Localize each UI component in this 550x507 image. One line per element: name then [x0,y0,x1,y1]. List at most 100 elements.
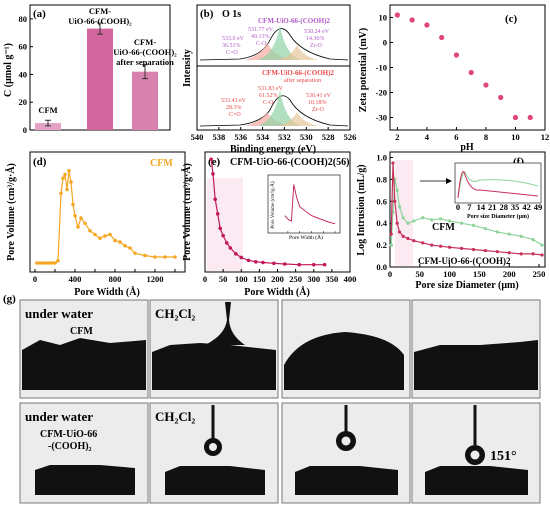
panel-a-tag: (a) [33,8,46,20]
panel-e-point [209,157,213,162]
panel-f-ytick-label: 0.6 [376,196,387,206]
panel-d-point [103,234,107,238]
panel-f-point [495,230,499,234]
panel-f-point [421,241,425,245]
panel-b-lower-legend: CFM-UiO-66-(COOH)2 [262,69,334,77]
panel-a-ytick-label: 60 [19,42,28,52]
g-row1-sponge1 [22,338,146,390]
panel-d-point [133,251,137,256]
panel-a-label-cfm-uio-1: CFM- [89,6,111,16]
panel-f-inset-tick-label: 0 [456,202,460,212]
panel-d-point [56,258,60,263]
panel-c-ylabel: Zeta potential (mV) [358,28,369,112]
panel-a: (a) 0 20 40 60 80 C (μmol g⁻¹) CFM CFM- UiO-… [3,4,177,135]
panel-f-legend-uio: CFM-UiO-66-(COOH)2 [418,256,511,266]
panel-b-upper-p3-label: Zr-O [310,43,323,49]
panel-f-inset-tick-label: 42 [522,202,531,212]
panel-f: (f) Log Intrusion (mL/g) Pore size Diame… [356,151,546,291]
panel-d-point [153,255,157,259]
panel-b-lower-peak-zro [278,112,318,126]
panel-b-lower-peak-co [258,90,300,126]
panel-d-point [173,255,177,259]
panel-b-title: O 1s [222,9,241,20]
panel-e-inset-xlabel: Pore Width (Å) [289,233,323,241]
panel-d-tag: (d) [33,156,47,168]
panel-f-xtick-label: 100 [443,269,456,279]
panel-b-lower-legend2: after separation [284,77,321,84]
panel-a-label-cfm: CFM [38,105,57,115]
panel-d-point [61,176,65,181]
panel-b-lower-p1-label: C-O [263,100,274,106]
panel-f-point [401,234,405,238]
panel-c-ticks: 2 4 6 8 10 12 10 0 -10 -20 -30 [376,13,550,143]
panel-b-xtick-label: 538 [212,132,225,142]
panel-c-xtick-label: 10 [511,132,520,142]
g-row2-sponge1 [35,465,135,495]
panel-d-point [143,253,147,258]
panel-e-point [297,262,302,267]
panel-e-highlight [207,178,243,271]
panel-f-point [395,188,399,192]
panel-c-point [498,94,504,101]
panel-c-point [394,12,400,18]
panel-c-ytick-label: -10 [376,63,387,73]
panel-a-label-after-3: after separation [116,57,174,67]
panel-d-legend: CFM [150,158,173,169]
panel-f-point [421,216,425,220]
panel-f-point [391,161,395,165]
panel-d-point [65,187,69,192]
panel-d-point [88,228,92,233]
panel-d-point [41,261,45,265]
panel-f-tag: (f) [513,156,524,168]
panel-c-point [483,82,489,88]
panel-f-point [471,223,476,227]
panel-f-point [393,199,397,203]
panel-d-point [118,240,122,244]
panel-b-tag: (b) [200,8,214,20]
panel-f-xtick-label: 250 [533,269,546,279]
panel-e-xtick-label: 250 [289,274,302,284]
panel-d-ticks: 0 400 800 1200 [33,269,176,284]
panel-e-point [253,260,258,264]
panel-b-upper-p1-pct: 49.13% [251,34,270,40]
panel-f-inset-uio [457,171,539,199]
panel-c-points [394,12,533,121]
panel-f-point [507,232,511,236]
panel-b-xlabel: Binding energy (eV) [230,144,316,155]
panel-e-xtick-label: 150 [253,274,266,284]
panel-e-inset-ylabel: Pore Volume (cm³/g·Å) [270,181,276,228]
panel-b-xtick-label: 532 [278,132,291,142]
panel-b-xtick-label: 528 [322,132,335,142]
panel-d-point [69,180,73,184]
panel-d-point [73,213,77,218]
panel-f-point [395,221,399,225]
panel-b: (b) O 1s Intensity 540 538 536 534 532 530 528… [182,4,356,155]
panel-d-point [93,232,97,237]
panel-b-ylabel: Intensity [182,49,193,87]
panel-f-point [540,243,544,247]
panel-f-highlight [395,160,413,266]
panel-b-lower-p2-pct: 28.3% [226,105,242,111]
panel-d-point [63,172,67,177]
panel-f-series [389,161,544,257]
panel-d-point [35,261,39,265]
panel-e-xtick-label: 350 [326,274,339,284]
panel-b-upper-p3-pct: 14.36% [306,36,325,42]
panel-c-ytick-label: -30 [376,113,387,123]
panel-a-label-after-1: CFM- [134,37,156,47]
panel-e-point [215,212,220,216]
g-row1-droplet [205,302,245,345]
panel-e-title: CFM-UiO-66-(COOH)2(56) [230,157,349,168]
panel-a-bar [132,71,158,130]
g-row1-sample: CFM [70,326,93,337]
panel-b-upper-p3-energy: 530.24 eV [304,29,330,35]
panel-b-upper-p1-energy: 531.77 eV [248,27,274,33]
panel-f-inset-tick-label: 28 [499,202,508,212]
panel-f-inset-tick-label: 35 [511,202,520,212]
panel-f-point [448,245,452,249]
panel-c-ytick-label: 10 [379,13,388,23]
panel-f-point [531,252,535,256]
panel-b-lower-p3-energy: 530.41 eV [306,93,332,99]
panel-f-point [483,227,487,231]
panel-a-bars [35,22,158,130]
